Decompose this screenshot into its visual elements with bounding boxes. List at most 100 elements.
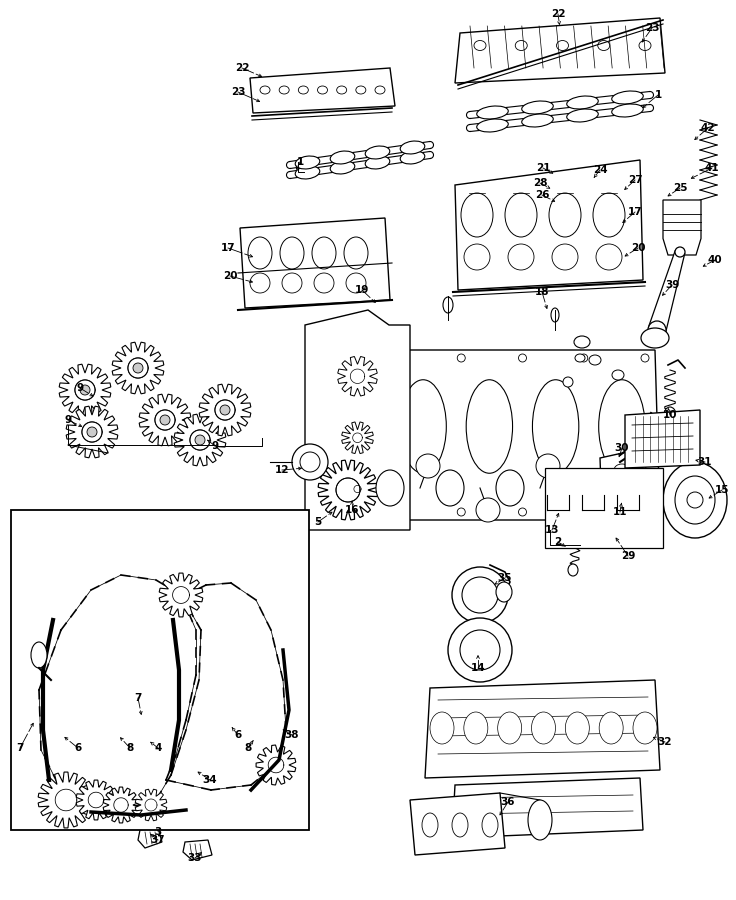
Ellipse shape (612, 91, 643, 104)
Ellipse shape (82, 422, 102, 442)
Ellipse shape (641, 354, 649, 362)
Text: 22: 22 (235, 63, 250, 73)
Ellipse shape (282, 273, 302, 293)
Text: 28: 28 (533, 178, 548, 188)
Polygon shape (66, 406, 118, 458)
Polygon shape (139, 394, 191, 446)
Polygon shape (338, 356, 378, 396)
Text: 6: 6 (234, 730, 241, 740)
Text: 42: 42 (701, 123, 715, 133)
Ellipse shape (31, 642, 47, 668)
Ellipse shape (133, 363, 143, 373)
Ellipse shape (474, 40, 486, 50)
Text: 13: 13 (545, 525, 559, 535)
Ellipse shape (461, 193, 493, 237)
Polygon shape (240, 218, 390, 308)
Text: 38: 38 (285, 730, 300, 740)
Polygon shape (344, 475, 372, 503)
Ellipse shape (75, 380, 95, 400)
Ellipse shape (518, 354, 526, 362)
Ellipse shape (430, 712, 454, 744)
Polygon shape (600, 448, 648, 542)
Ellipse shape (292, 444, 328, 480)
Ellipse shape (248, 237, 272, 269)
Ellipse shape (612, 104, 643, 117)
Polygon shape (452, 778, 643, 838)
Text: 6: 6 (74, 743, 82, 753)
Ellipse shape (464, 712, 488, 744)
Text: 23: 23 (645, 23, 659, 33)
Text: 32: 32 (658, 737, 672, 747)
Polygon shape (103, 788, 139, 823)
Ellipse shape (466, 380, 512, 473)
Ellipse shape (477, 119, 509, 132)
Polygon shape (112, 342, 164, 394)
Ellipse shape (295, 156, 319, 169)
Ellipse shape (400, 380, 446, 473)
Ellipse shape (522, 101, 553, 114)
Ellipse shape (574, 336, 590, 348)
Ellipse shape (346, 273, 366, 293)
Text: 10: 10 (662, 410, 677, 420)
Ellipse shape (375, 86, 385, 94)
Text: 26: 26 (535, 190, 549, 200)
Text: 7: 7 (134, 693, 142, 703)
Ellipse shape (532, 380, 578, 473)
Polygon shape (250, 68, 395, 113)
Text: 14: 14 (471, 663, 485, 673)
Ellipse shape (596, 498, 620, 522)
Ellipse shape (443, 297, 453, 313)
Text: 9: 9 (65, 415, 71, 425)
Ellipse shape (279, 86, 289, 94)
Ellipse shape (565, 712, 590, 744)
Ellipse shape (452, 567, 508, 623)
Ellipse shape (614, 499, 630, 511)
Ellipse shape (314, 273, 334, 293)
Ellipse shape (400, 151, 425, 164)
Text: 11: 11 (613, 507, 627, 517)
Ellipse shape (568, 564, 578, 576)
Polygon shape (385, 350, 660, 520)
Ellipse shape (396, 508, 404, 516)
Ellipse shape (317, 86, 328, 94)
Text: 29: 29 (620, 551, 635, 561)
Ellipse shape (580, 354, 588, 362)
Text: 37: 37 (151, 835, 166, 845)
Text: 17: 17 (628, 207, 643, 217)
Ellipse shape (460, 630, 500, 670)
Ellipse shape (567, 96, 598, 109)
Text: 24: 24 (592, 165, 607, 175)
Text: 19: 19 (355, 285, 369, 295)
Ellipse shape (508, 244, 534, 270)
Text: 2: 2 (554, 537, 562, 547)
Ellipse shape (457, 508, 465, 516)
Ellipse shape (536, 454, 560, 478)
Ellipse shape (616, 470, 644, 506)
Ellipse shape (330, 151, 355, 164)
Ellipse shape (476, 498, 500, 522)
Text: 27: 27 (628, 175, 643, 185)
Text: 22: 22 (551, 9, 565, 19)
Ellipse shape (614, 482, 630, 494)
Ellipse shape (639, 40, 651, 50)
Ellipse shape (464, 244, 490, 270)
Polygon shape (38, 772, 94, 828)
Text: 34: 34 (202, 775, 217, 785)
Text: 30: 30 (615, 443, 629, 453)
Ellipse shape (448, 618, 512, 682)
Ellipse shape (528, 800, 552, 840)
Text: 8: 8 (244, 743, 252, 753)
Ellipse shape (312, 237, 336, 269)
Ellipse shape (580, 508, 588, 516)
Ellipse shape (195, 435, 205, 445)
Polygon shape (410, 793, 505, 855)
Ellipse shape (452, 813, 468, 837)
Ellipse shape (160, 415, 170, 425)
Ellipse shape (633, 712, 657, 744)
Text: 40: 40 (708, 255, 722, 265)
Bar (11, 510, 309, 830)
Ellipse shape (496, 470, 524, 506)
Ellipse shape (457, 354, 465, 362)
Ellipse shape (641, 328, 669, 348)
Ellipse shape (336, 478, 360, 502)
